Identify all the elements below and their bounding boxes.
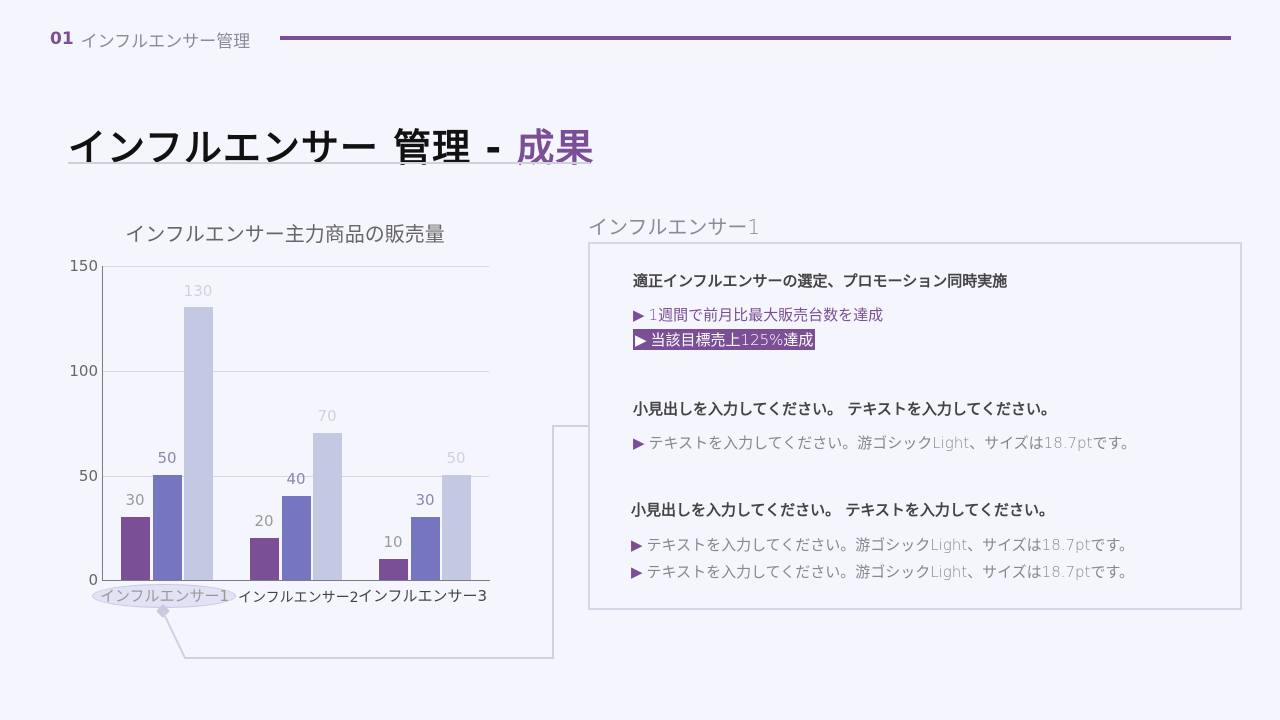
- bar-g1-s1: [121, 517, 150, 580]
- chart-title: インフルエンサー主力商品の販売量: [125, 222, 445, 246]
- y-tick-0: 0: [88, 571, 98, 589]
- y-tick-50: 50: [78, 467, 98, 485]
- header-rule: [280, 36, 1231, 40]
- triangle-bullet-icon: ▶: [633, 306, 645, 324]
- gridline-50: [103, 476, 489, 477]
- bar-g1-s2: [153, 475, 182, 580]
- y-tick-150: 150: [69, 257, 98, 275]
- detail-bullet-highlighted: ▶ 当該目標売上125%達成: [633, 329, 816, 350]
- detail-bullet: ▶ テキストを入力してください。游ゴシックLight、サイズは18.7ptです。: [631, 536, 1134, 554]
- bar-label: 70: [317, 407, 337, 425]
- bar-g3-s1: [379, 559, 408, 580]
- section-header: 01 インフルエンサー管理: [50, 27, 251, 52]
- bar-g2-s1: [250, 538, 279, 580]
- x-label-2: インフルエンサー2: [238, 590, 359, 606]
- bar-g2-s3: [313, 433, 342, 580]
- detail-bullet: ▶ 1週間で前月比最大販売台数を達成: [633, 306, 884, 324]
- gridline-100: [103, 371, 489, 372]
- bar-label: 30: [125, 491, 145, 509]
- x-label-1: インフルエンサー1: [100, 587, 230, 605]
- y-tick-100: 100: [69, 362, 98, 380]
- triangle-bullet-icon: ▶: [631, 563, 643, 581]
- triangle-bullet-icon: ▶: [635, 331, 647, 349]
- bar-label: 20: [254, 512, 274, 530]
- triangle-bullet-icon: ▶: [631, 536, 643, 554]
- detail-bullet: ▶ テキストを入力してください。游ゴシックLight、サイズは18.7ptです。: [633, 434, 1136, 452]
- x-axis: [102, 580, 490, 581]
- bar-label: 130: [183, 282, 213, 300]
- bar-label: 30: [415, 491, 435, 509]
- bar-g1-s3: [184, 307, 213, 580]
- detail-bullet: ▶ テキストを入力してください。游ゴシックLight、サイズは18.7ptです。: [631, 563, 1134, 581]
- bar-g3-s2: [411, 517, 440, 580]
- detail-heading-2: 小見出しを入力してください。 テキストを入力してください。: [633, 400, 1056, 418]
- detail-box: [588, 242, 1242, 610]
- bar-label: 10: [383, 533, 403, 551]
- bar-label: 40: [286, 470, 306, 488]
- bar-g3-s3: [442, 475, 471, 580]
- detail-heading-1: 適正インフルエンサーの選定、プロモーション同時実施: [633, 272, 1008, 290]
- title-underline: [68, 162, 590, 164]
- section-number: 01: [50, 29, 74, 49]
- bar-label: 50: [157, 449, 177, 467]
- y-axis: [102, 266, 103, 581]
- bar-g2-s2: [282, 496, 311, 580]
- detail-box-title: インフルエンサー1: [588, 215, 761, 239]
- bar-label: 50: [446, 449, 466, 467]
- x-label-3: インフルエンサー3: [358, 587, 488, 605]
- detail-heading-3: 小見出しを入力してください。 テキストを入力してください。: [631, 501, 1054, 519]
- gridline-150: [103, 266, 489, 267]
- triangle-bullet-icon: ▶: [633, 434, 645, 452]
- section-label: インフルエンサー管理: [80, 31, 251, 52]
- bar-chart: 150 100 50 0 30 50 130 20 40 70 10 30 50…: [0, 0, 600, 720]
